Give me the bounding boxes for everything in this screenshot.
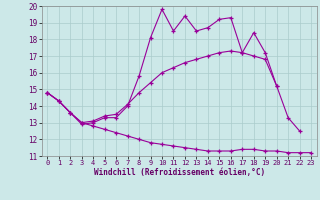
X-axis label: Windchill (Refroidissement éolien,°C): Windchill (Refroidissement éolien,°C)	[94, 168, 265, 177]
